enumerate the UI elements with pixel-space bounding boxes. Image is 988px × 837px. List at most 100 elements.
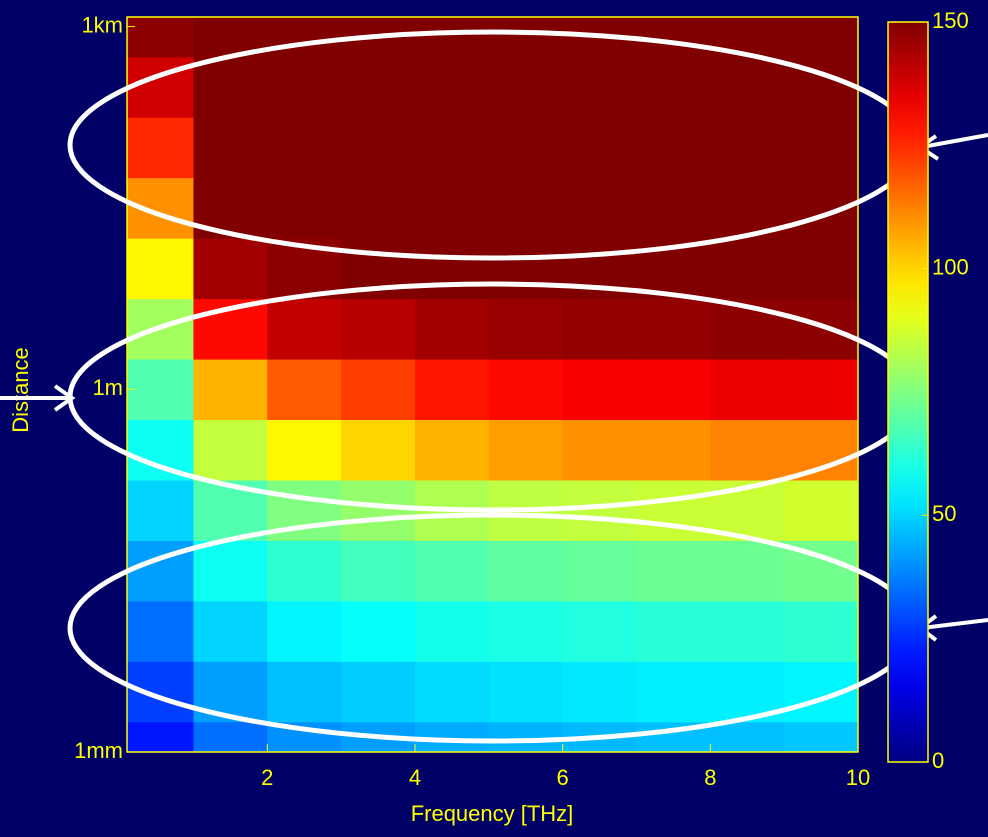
heat-cell <box>636 177 711 239</box>
heat-cell <box>710 359 785 421</box>
heat-cell <box>267 177 342 239</box>
heat-cell <box>267 661 342 723</box>
heat-cell <box>636 600 711 662</box>
heat-cell <box>341 298 416 360</box>
x-tick-label: 8 <box>704 765 716 790</box>
heat-cell <box>193 359 268 421</box>
heat-cell <box>341 479 416 541</box>
heat-cell <box>710 56 785 118</box>
heat-cell <box>267 56 342 118</box>
colorbar <box>887 21 929 763</box>
heat-cell <box>488 540 564 602</box>
heat-cell <box>636 117 711 179</box>
heat-cell <box>488 359 564 421</box>
heat-cell <box>488 238 564 300</box>
heat-cell <box>267 298 342 360</box>
heat-cell <box>562 359 637 421</box>
x-tick-label: 4 <box>409 765 421 790</box>
heat-cell <box>636 56 711 118</box>
y-axis-label: Distance <box>8 347 33 433</box>
heat-cell <box>562 600 637 662</box>
heat-cell <box>710 540 785 602</box>
heat-cell <box>636 540 711 602</box>
heat-cell <box>127 359 194 421</box>
heat-cell <box>488 419 564 481</box>
heat-cell <box>193 721 268 752</box>
heat-cell <box>784 721 858 752</box>
heat-cell <box>127 479 194 541</box>
heat-cell <box>127 600 194 662</box>
heat-cell <box>414 117 490 179</box>
heat-cell <box>267 540 342 602</box>
x-tick-label: 10 <box>846 765 870 790</box>
heat-cell <box>341 177 416 239</box>
heat-cell <box>636 359 711 421</box>
heat-cell <box>127 419 194 481</box>
heat-cell <box>341 117 416 179</box>
y-tick-label: 1km <box>81 12 123 37</box>
heat-cell <box>784 17 858 58</box>
heat-cell <box>710 238 785 300</box>
heat-cell <box>784 117 858 179</box>
heat-cell <box>488 721 564 752</box>
heat-cell <box>414 359 490 421</box>
heat-cell <box>562 540 637 602</box>
heat-cell <box>562 479 637 541</box>
heat-cell <box>784 298 858 360</box>
heat-cell <box>341 540 416 602</box>
heat-cell <box>193 419 268 481</box>
heat-cell <box>636 298 711 360</box>
heat-cell <box>267 600 342 662</box>
heat-cell <box>784 600 858 662</box>
heat-cell <box>127 117 194 179</box>
heatmap <box>127 17 858 752</box>
heat-cell <box>488 177 564 239</box>
heat-cell <box>341 600 416 662</box>
heat-cell <box>488 661 564 723</box>
heat-cell <box>710 419 785 481</box>
heat-cell <box>636 419 711 481</box>
heat-cell <box>488 17 564 58</box>
heat-cell <box>414 540 490 602</box>
colorbar-tick-label: 50 <box>932 501 956 526</box>
heat-cell <box>193 540 268 602</box>
heat-cell <box>414 661 490 723</box>
heat-cell <box>127 721 194 752</box>
heat-cell <box>193 600 268 662</box>
heat-cell <box>710 600 785 662</box>
heat-cell <box>127 238 194 300</box>
x-axis-label: Frequency [THz] <box>411 801 574 826</box>
colorbar-tick-label: 100 <box>932 254 969 279</box>
heat-cell <box>127 661 194 723</box>
colorbar-tick-label: 150 <box>932 8 969 33</box>
heat-cell <box>562 661 637 723</box>
heat-cell <box>414 721 490 752</box>
heat-cell <box>562 298 637 360</box>
heat-cell <box>784 419 858 481</box>
heat-cell <box>488 56 564 118</box>
y-tick-label: 1mm <box>74 738 123 763</box>
heat-cell <box>267 419 342 481</box>
heat-cell <box>267 359 342 421</box>
heat-cell <box>193 117 268 179</box>
heat-cell <box>710 721 785 752</box>
heat-cell <box>488 117 564 179</box>
heat-cell <box>562 177 637 239</box>
heat-cell <box>414 600 490 662</box>
heat-cell <box>488 600 564 662</box>
heat-cell <box>341 359 416 421</box>
heat-cell <box>636 17 711 58</box>
y-tick-label: 1m <box>92 375 123 400</box>
heat-cell <box>562 117 637 179</box>
x-tick-label: 6 <box>557 765 569 790</box>
heat-cell <box>488 298 564 360</box>
x-tick-label: 2 <box>261 765 273 790</box>
heat-cell <box>341 56 416 118</box>
heat-cell <box>784 238 858 300</box>
heat-cell <box>414 177 490 239</box>
heat-cell <box>267 117 342 179</box>
heat-cell <box>127 177 194 239</box>
heat-cell <box>341 419 416 481</box>
heat-cell <box>414 56 490 118</box>
